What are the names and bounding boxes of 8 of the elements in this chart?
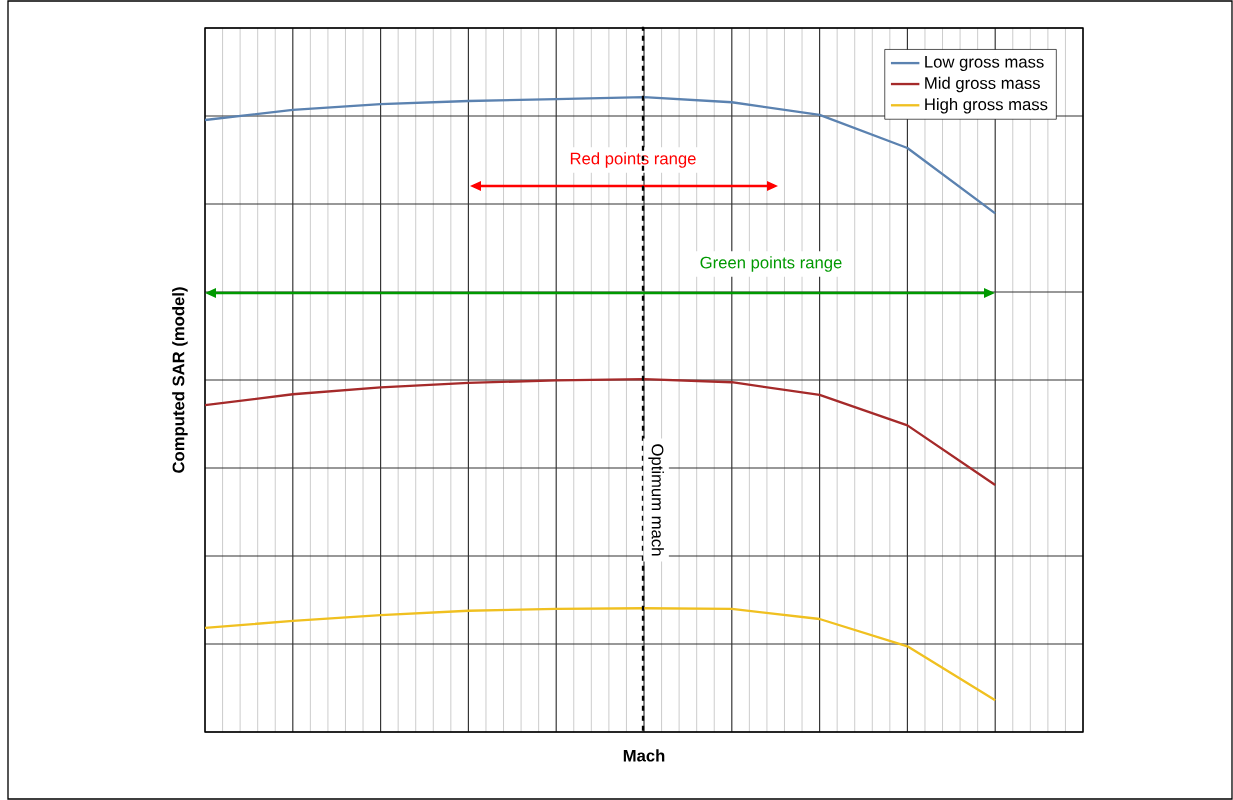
legend-label: High gross mass (925, 97, 1048, 114)
annotation: Red points range (570, 152, 696, 168)
x-axis-title: Mach (623, 749, 665, 762)
annotation: Green points range (700, 256, 842, 272)
legend-label: Mid gross mass (925, 76, 1040, 93)
annotation: Optimum mach (648, 444, 664, 556)
legend-label: Low gross mass (925, 56, 1044, 72)
y-axis-title: Computed SAR (model) (172, 287, 188, 473)
